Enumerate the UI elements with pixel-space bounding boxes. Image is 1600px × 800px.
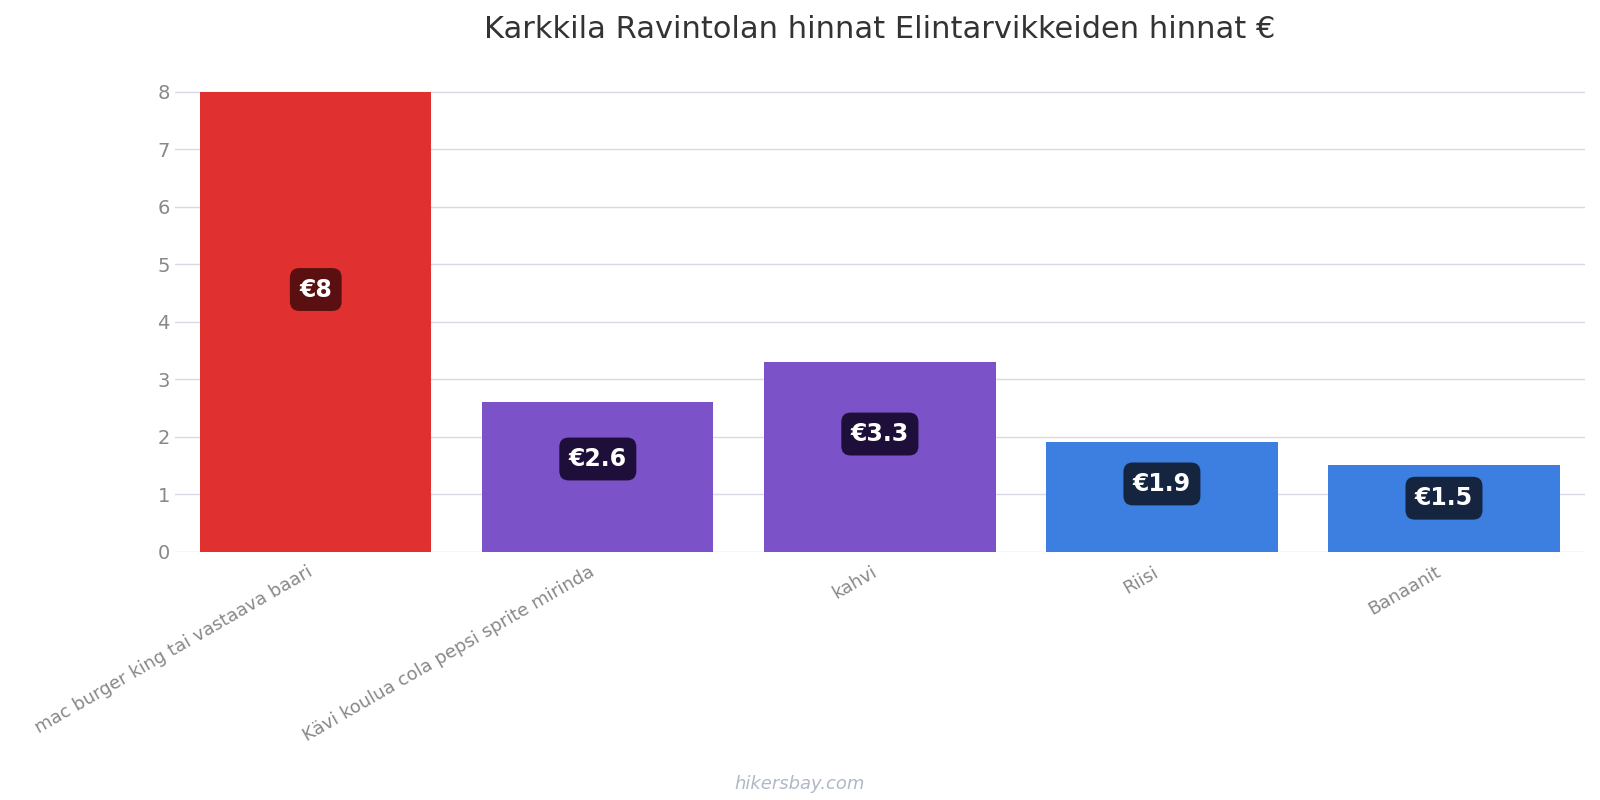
Text: hikersbay.com: hikersbay.com [734,775,866,793]
Title: Karkkila Ravintolan hinnat Elintarvikkeiden hinnat €: Karkkila Ravintolan hinnat Elintarvikkei… [485,15,1275,44]
Text: €3.3: €3.3 [851,422,909,446]
Bar [200,92,432,552]
Bar [1046,442,1277,552]
Text: €2.6: €2.6 [568,447,627,471]
Bar [1328,466,1560,552]
Text: €1.9: €1.9 [1133,472,1190,496]
Text: €1.5: €1.5 [1414,486,1474,510]
Bar [765,362,995,552]
Text: €8: €8 [299,278,333,302]
Bar [482,402,714,552]
